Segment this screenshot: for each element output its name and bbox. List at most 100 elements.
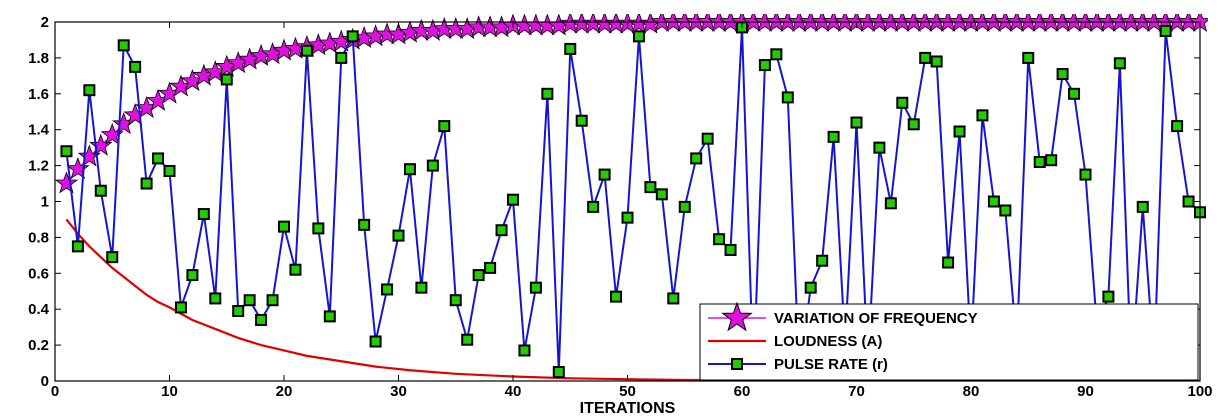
y-tick-label: 2 xyxy=(41,14,49,31)
pulse-rate-point xyxy=(358,218,371,231)
x-tick-label: 40 xyxy=(505,383,522,400)
pulse-rate-point xyxy=(907,118,920,131)
pulse-rate-point xyxy=(106,251,119,264)
pulse-rate-point xyxy=(152,152,165,165)
pulse-rate-point xyxy=(312,222,325,235)
pulse-rate-point xyxy=(300,44,313,57)
pulse-rate-point xyxy=(60,145,73,158)
y-tick-label: 0.8 xyxy=(28,229,49,246)
pulse-rate-point xyxy=(873,141,886,154)
frequency-star-point xyxy=(55,171,79,194)
pulse-rate-point xyxy=(197,208,210,221)
pulse-rate-point xyxy=(713,233,726,246)
pulse-rate-point xyxy=(976,109,989,122)
pulse-rate-point xyxy=(392,229,405,242)
x-axis-label: ITERATIONS xyxy=(580,400,676,417)
pulse-rate-point xyxy=(94,184,107,197)
pulse-rate-point xyxy=(346,30,359,43)
y-tick-label: 1.4 xyxy=(28,122,50,139)
pulse-rate-point xyxy=(289,263,302,276)
y-tick-label: 0 xyxy=(41,373,49,390)
pulse-rate-point xyxy=(278,220,290,233)
legend-pulse-rate-marker xyxy=(731,358,743,370)
pulse-rate-point xyxy=(335,51,348,64)
x-tick-label: 30 xyxy=(390,383,407,400)
pulse-rate-point xyxy=(1056,68,1069,81)
legend-loudness-label: LOUDNESS (A) xyxy=(774,333,882,350)
pulse-rate-point xyxy=(507,193,519,206)
pulse-rate-point xyxy=(163,164,176,177)
pulse-rate-point xyxy=(449,294,462,307)
x-tick-label: 90 xyxy=(1077,383,1094,400)
pulse-rate-point xyxy=(850,116,863,129)
pulse-rate-point xyxy=(1033,156,1046,169)
pulse-rate-point xyxy=(953,125,966,138)
y-tick-label: 0.4 xyxy=(28,301,50,318)
legend-pulse-rate-label: PULSE RATE (r) xyxy=(774,356,888,373)
x-tick-label: 20 xyxy=(276,383,293,400)
legend-frequency-star xyxy=(721,301,753,332)
pulse-rate-point xyxy=(919,51,932,64)
pulse-rate-point xyxy=(243,294,256,307)
y-tick-label: 1.2 xyxy=(28,158,49,175)
pulse-rate-point xyxy=(83,84,96,97)
pulse-rate-point xyxy=(438,120,451,133)
legend-box xyxy=(699,303,1199,381)
pulse-rate-point xyxy=(564,42,577,55)
x-tick-label: 60 xyxy=(734,383,751,400)
pulse-rate-point xyxy=(587,200,600,213)
pulse-rate-point xyxy=(1182,195,1195,208)
legend: VARIATION OF FREQUENCY LOUDNESS (A) PULSE … xyxy=(699,301,1199,381)
pulse-rate-point xyxy=(117,39,130,52)
pulse-rate-point xyxy=(884,197,897,210)
pulse-rate-point xyxy=(323,310,336,323)
pulse-rate-point xyxy=(403,163,416,176)
pulse-rate-point xyxy=(1113,57,1126,70)
pulse-rate-point xyxy=(804,281,817,294)
pulse-rate-point xyxy=(255,313,268,326)
pulse-rate-point xyxy=(827,130,840,143)
x-tick-label: 10 xyxy=(161,383,178,400)
pulse-rate-point xyxy=(610,290,623,303)
x-tick-label: 80 xyxy=(963,383,980,400)
pulse-rate-point xyxy=(678,200,691,213)
pulse-rate-point xyxy=(598,168,611,181)
pulse-rate-point xyxy=(1136,200,1149,213)
pulse-rate-point xyxy=(781,91,794,104)
pulse-rate-point xyxy=(942,256,955,269)
pulse-rate-point xyxy=(1102,290,1115,303)
x-tick-label: 50 xyxy=(619,383,636,400)
pulse-rate-point xyxy=(690,152,703,165)
pulse-rate-point xyxy=(770,48,783,61)
pulse-rate-point xyxy=(816,254,829,267)
pulse-rate-point xyxy=(575,114,588,127)
plot-area xyxy=(55,14,1208,381)
pulse-rate-point xyxy=(415,281,428,294)
legend-frequency-label: VARIATION OF FREQUENCY xyxy=(774,310,978,327)
pulse-rate-point xyxy=(529,281,542,294)
pulse-rate-point xyxy=(1022,51,1035,64)
pulse-rate-point xyxy=(381,283,394,296)
pulse-rate-point xyxy=(495,224,508,237)
pulse-rate-point xyxy=(632,30,645,43)
y-tick-label: 1.6 xyxy=(28,86,49,103)
pulse-rate-point xyxy=(472,269,485,282)
pulse-rate-point xyxy=(1171,120,1184,133)
y-tick-label: 1 xyxy=(41,194,49,211)
pulse-rate-point xyxy=(209,292,222,305)
pulse-rate-point xyxy=(461,333,474,346)
pulse-rate-point xyxy=(621,211,634,224)
pulse-rate-point xyxy=(987,195,1000,208)
pulse-rate-point xyxy=(129,60,142,73)
pulse-rate-point xyxy=(1045,154,1058,167)
pulse-rate-point xyxy=(1079,168,1092,181)
axes: 0 10 20 30 40 50 60 70 80 90 100 0 0.2 0.4 0.6 0.8 1 1.2 1… xyxy=(28,14,1212,400)
pulse-rate-point xyxy=(930,55,943,68)
pulse-rate-point xyxy=(896,96,909,109)
pulse-rate-point xyxy=(724,243,737,256)
x-tick-label: 70 xyxy=(848,383,865,400)
pulse-rate-point xyxy=(1068,87,1081,100)
x-tick-label: 100 xyxy=(1187,383,1212,400)
pulse-rate-point xyxy=(518,344,531,357)
